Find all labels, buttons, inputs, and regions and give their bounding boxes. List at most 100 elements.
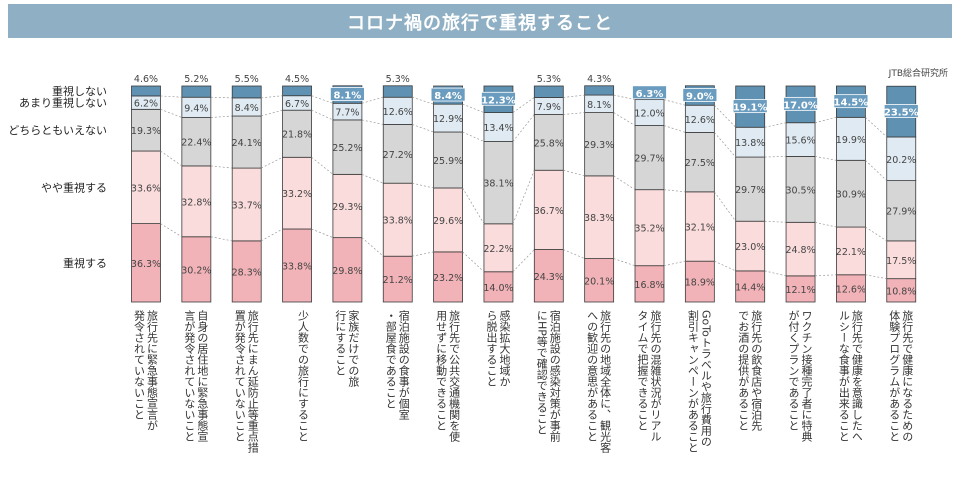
category-label: 旅行先の飲食店や宿泊先 [750,309,763,432]
series-connector [613,258,636,267]
bar-segment [131,150,161,224]
bar-segment [785,221,816,277]
bar-segment [382,255,413,303]
bar-segment [584,112,615,177]
series-connector [361,237,384,257]
bar-segment [634,265,665,303]
category-label: 旅行先で健康になるための [901,309,914,442]
series-connector [663,99,686,106]
data-label: 21.2% [383,275,413,286]
category-label: タイムで把握できること [636,310,649,431]
bar-segment [735,220,766,272]
series-connector [160,109,182,118]
data-label: 6.7% [285,99,309,110]
bar-segment [684,132,715,193]
data-label: 24.8% [785,245,815,256]
data-label: 14.4% [735,282,765,293]
data-label: 36.7% [534,206,564,217]
series-connector [261,228,283,242]
data-label: 4.5% [285,74,309,85]
bar-segment [483,141,514,225]
bar-segment [836,116,866,161]
category-label: 旅行先に緊急事態宣言が [146,309,159,431]
category-label: 旅行先で公共交通機関を使 [448,309,461,443]
data-label: 15.6% [785,136,815,147]
data-label: 12.0% [634,109,664,120]
series-connector [764,122,787,128]
data-label: 9.4% [184,103,208,114]
credit-label: JTB総合研究所 [888,67,948,79]
data-label-box [481,91,516,106]
data-label: 30.2% [181,265,211,276]
data-label: 23.2% [433,273,463,284]
data-label: 19.3% [131,126,161,137]
category-label: ワクチン接種完了者に特典 [800,310,813,443]
series-connector [563,94,585,98]
data-label: 25.8% [534,138,564,149]
series-connector [412,124,434,133]
data-label: 13.4% [483,123,513,134]
bar-segment [131,223,161,303]
data-label: 24.1% [232,138,262,149]
series-connector [361,96,384,104]
chart-title: コロナ禍の旅行で重視すること [347,13,613,34]
series-connector [210,236,233,242]
bar-segment [684,260,715,303]
category-label: が付くプランであること [787,310,800,431]
series-connector [160,223,183,238]
data-label: 7.7% [335,108,359,119]
series-connector [563,249,585,259]
category-label: でお酒の提供があること [737,310,750,431]
data-label: 5.5% [235,74,259,85]
data-label: 8.4% [434,91,462,102]
bar-segment [181,117,212,167]
bar-segment [131,108,161,152]
category-label: 旅行先の地域全体に、観光客 [599,309,612,454]
data-label: 14.0% [483,283,513,294]
series-connector [714,191,736,222]
bar-segment [735,270,766,303]
category-label: 用せずに移動できること [435,310,448,431]
bar-segment [533,85,564,98]
data-label: 29.3% [584,140,614,151]
data-label: 7.9% [537,102,561,113]
bar-segment [282,156,312,230]
bar-segment [836,159,866,228]
bar-segment [332,119,363,175]
bar-segment [382,182,413,257]
bar-segment [836,226,866,276]
data-label: 38.1% [483,179,513,190]
data-label: 19.1% [733,103,768,114]
bar-segment [131,85,161,97]
legend-label: あまり重視しない [19,96,107,110]
bar-segment [533,169,564,250]
category-label: 家族だけでの旅 [347,309,360,387]
data-label: 29.7% [735,185,765,196]
series-connector [865,160,887,181]
data-label: 14.5% [834,98,869,109]
title-bar: コロナ禍の旅行で重視すること [8,4,952,38]
series-connector [210,165,233,169]
bar-segment [483,112,514,142]
category-label: 旅行先で健康を意識したヘ [850,309,863,442]
data-label: 32.8% [181,197,211,208]
series-connector [412,251,434,257]
data-label: 6.3% [636,89,664,100]
category-label: 感染拡大地域か [498,310,511,387]
series-connector [663,189,686,193]
data-label-box [783,96,818,111]
series-connector [613,112,636,126]
data-label: 32.1% [685,223,715,234]
data-label: 6.2% [134,99,158,110]
data-label-box [732,99,768,114]
data-label: 12.6% [836,284,866,295]
data-label: 29.8% [332,266,362,277]
bar-segment [282,85,312,97]
bar-segment [282,109,312,158]
series-connector [714,104,736,128]
bar-segment [785,275,816,303]
data-label: 10.8% [886,286,916,297]
category-label: 宿泊施設の食事が個室 [397,309,410,420]
data-label: 23.5% [884,108,919,119]
